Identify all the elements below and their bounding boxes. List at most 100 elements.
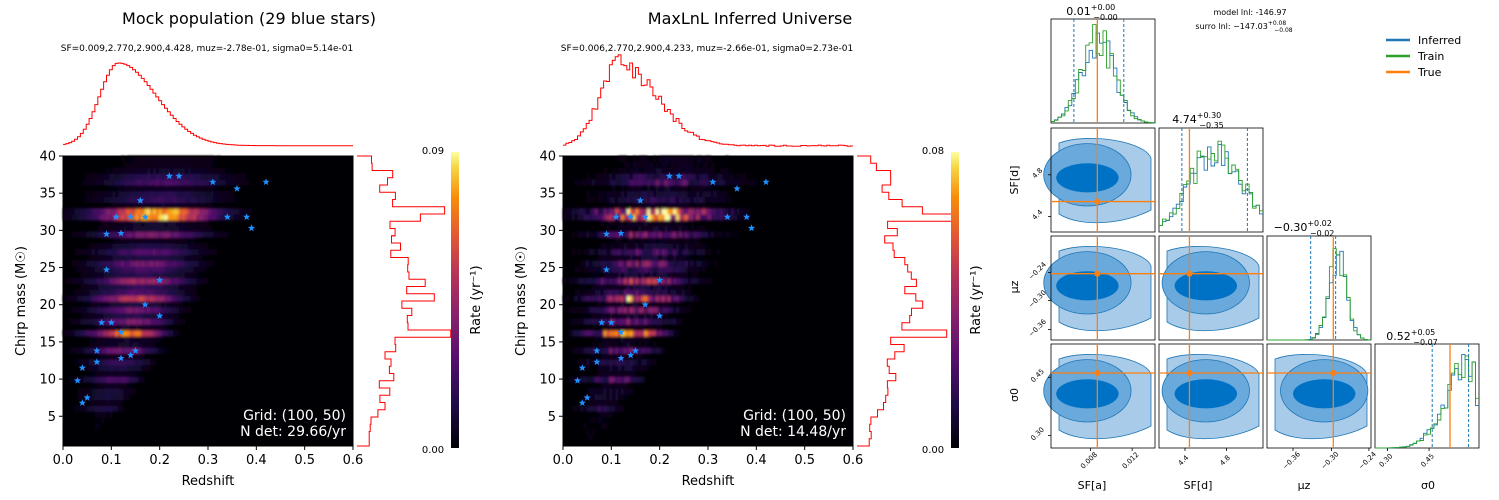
heatmap-cell [164,324,168,331]
heatmap-cell [118,243,122,250]
heatmap-cell [696,202,700,209]
heatmap-cell [190,237,195,244]
heatmap-cell [97,370,102,377]
heatmap-cell [181,161,186,169]
heatmap-cell [606,295,610,302]
heatmap-cell [97,295,102,302]
heatmap-cell [661,295,666,302]
heatmap-cell [237,179,241,186]
heatmap-cell [138,254,142,261]
heatmap-cell [574,347,579,354]
heatmap-cell [681,173,686,180]
heatmap-cell [181,260,186,267]
heatmap-cell [600,289,605,296]
heatmap-cell [629,173,634,180]
heatmap-cell [193,272,197,279]
heatmap-cell [205,167,209,174]
heatmap-cell [155,347,160,354]
heatmap-cell [600,295,605,302]
heatmap-cell [80,214,84,221]
heatmap-cell [112,341,116,348]
heatmap-cell [650,254,654,261]
heatmap-cell [106,260,110,267]
heatmap-cell [173,225,177,232]
heatmap-cell [670,254,674,261]
heatmap-cell [647,295,651,302]
heatmap-cell [173,185,177,192]
heatmap-cell [121,283,125,290]
colorbar-label: Rate (yr⁻¹) [469,265,484,334]
heatmap-cell [118,306,122,314]
heatmap-cell [708,167,712,174]
heatmap-cell [115,405,119,412]
x-tick-label: 0.0 [553,453,574,468]
heatmap-cell [577,179,581,186]
heatmap-cell [132,353,137,360]
heatmap-cell [586,190,590,198]
heatmap-cell [86,190,90,198]
heatmap-cell [184,185,189,192]
heatmap-cell [123,248,128,256]
heatmap-cell [115,208,119,215]
heatmap-cell [97,179,102,186]
heatmap-cell [164,219,168,227]
heatmap-cell [623,196,628,203]
heatmap-cell [647,225,651,232]
heatmap-cell [667,156,671,163]
corner-x-tick-label: 4.8 [1218,454,1232,468]
heatmap-cell [647,248,651,256]
heatmap-cell [728,173,732,180]
heatmap-cell [638,167,642,174]
heatmap-cell [638,277,642,285]
heatmap-cell [89,359,93,366]
heatmap-cell [77,208,81,215]
heatmap-cell [632,301,637,308]
heatmap-cell [106,335,110,343]
heatmap-cell [202,248,206,256]
heatmap-cell [571,330,576,337]
heatmap-cell [589,231,593,238]
heatmap-cell [597,330,602,337]
heatmap-cell [592,272,596,279]
heatmap-cell [725,179,729,186]
heatmap-cell [589,196,593,203]
heatmap-cell [89,214,93,221]
heatmap-cell [612,289,616,296]
heatmap-cell [612,399,616,406]
y-tick-label: 10 [539,373,556,388]
heatmap-cell [592,318,596,325]
heatmap-cell [106,196,110,203]
heatmap-cell [89,370,93,377]
detected-star [617,354,625,362]
heatmap-cell [681,167,686,174]
heatmap-cell [164,277,168,285]
heatmap-cell [132,341,137,348]
heatmap-cell [632,196,637,203]
heatmap-cell [100,388,105,395]
heatmap-cell [89,376,93,383]
heatmap-cell [115,335,119,343]
heatmap-cell [164,243,168,250]
heatmap-cell [123,295,128,302]
heatmap-cell [193,254,197,261]
heatmap-cell [92,382,96,389]
detected-star [617,229,625,237]
heatmap-cell [152,243,157,250]
heatmap-cell [661,306,666,314]
heatmap-cell [658,324,663,331]
heatmap-cell [618,214,622,221]
heatmap-cell [612,388,616,395]
heatmap-cell [696,248,700,256]
heatmap-cell [716,231,721,238]
heatmap-cell [144,335,148,343]
heatmap-cell [94,208,99,215]
heatmap-cell [103,173,108,180]
heatmap-cell [123,341,128,348]
y-tick-label: 15 [539,335,556,350]
heatmap-cell [167,179,171,186]
heatmap-cell [112,353,116,360]
heatmap-cell [112,179,116,186]
heatmap-cell [234,179,238,186]
heatmap-cell [699,173,703,180]
heatmap-cell [141,243,145,250]
